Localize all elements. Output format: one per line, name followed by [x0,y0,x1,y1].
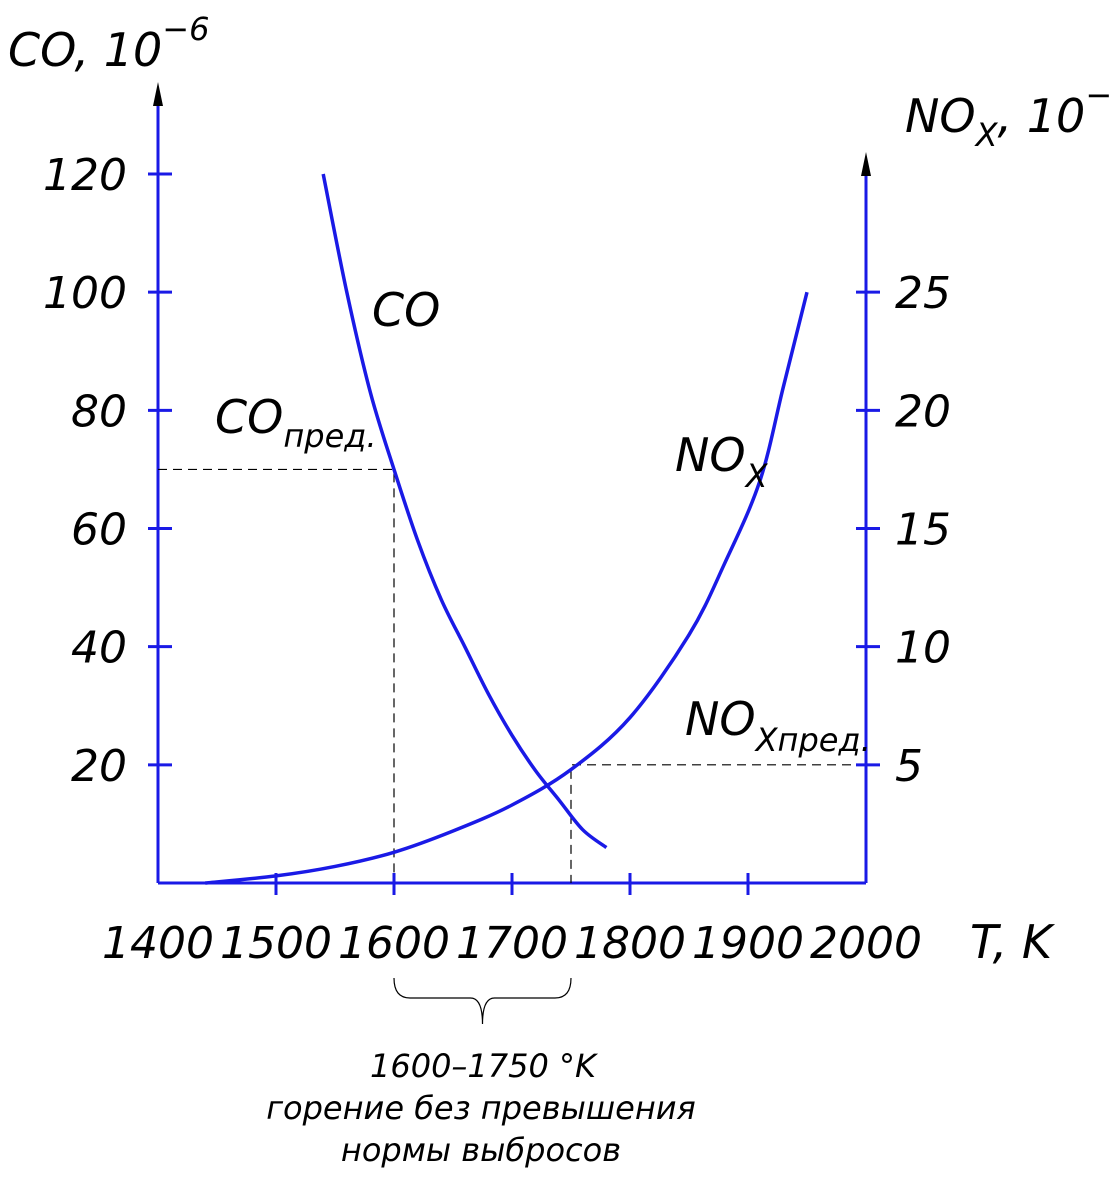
right-tick-label: 10 [895,623,951,674]
x-axis-ticks: 1400 1500 1600 1700 1800 1900 2000 [102,873,922,969]
nox-limit-label: NOXпред. [685,692,871,759]
left-tick-label: 80 [71,386,127,437]
x-tick-label: 1700 [456,918,568,969]
left-tick-label: 40 [71,623,127,674]
right-tick-label: 20 [895,386,951,437]
right-tick-label: 5 [895,741,923,792]
note-line1: горение без превышения [266,1089,696,1127]
right-tick-label: 15 [895,505,951,556]
co-limit-guide [158,468,395,883]
right-axis-title: NOX, 10−6 [905,76,1111,154]
x-tick-label: 2000 [810,918,922,969]
co-limit-label: COпред. [215,390,377,455]
left-axis-title: CO, 10−6 [8,10,209,77]
x-tick-label: 1500 [220,918,332,969]
co-series-line [321,173,608,849]
nox-limit-guide [570,764,866,883]
co-series-label: CO [372,283,440,337]
x-tick-label: 1400 [102,918,214,969]
x-tick-label: 1600 [338,918,450,969]
nox-series-line [205,291,809,885]
x-tick-label: 1900 [692,918,804,969]
right-axis-arrow [861,152,871,176]
right-tick-label: 25 [895,268,951,319]
nox-series-label: NOX [675,428,769,495]
x-tick-label: 1800 [574,918,686,969]
left-axis-arrow [153,82,163,106]
note-range: 1600–1750 °K [370,1047,599,1085]
left-tick-label: 60 [71,505,127,556]
left-tick-label: 120 [43,150,127,201]
right-axis-ticks: 5 10 15 20 25 [856,268,951,792]
note-line2: нормы выбросов [341,1131,621,1169]
left-tick-label: 20 [71,741,127,792]
x-axis-title: T, K [970,915,1056,969]
range-brace [393,977,572,1025]
left-tick-label: 100 [43,268,127,319]
left-axis-ticks: 20 40 60 80 100 120 [43,150,172,792]
